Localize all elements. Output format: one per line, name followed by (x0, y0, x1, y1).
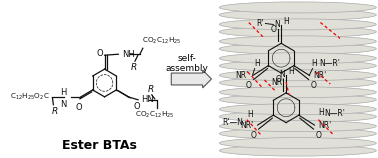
Text: N—R': N—R' (319, 59, 340, 68)
Text: NR': NR' (318, 121, 332, 130)
Text: NR': NR' (271, 78, 285, 87)
Text: CO$_2$C$_{12}$H$_{25}$: CO$_2$C$_{12}$H$_{25}$ (135, 110, 175, 120)
Text: O: O (270, 25, 276, 34)
Ellipse shape (219, 9, 376, 20)
Text: NR': NR' (240, 121, 254, 130)
Ellipse shape (219, 70, 376, 81)
Ellipse shape (219, 94, 376, 105)
Text: N—R': N—R' (324, 109, 345, 118)
Text: H: H (311, 59, 317, 68)
Ellipse shape (219, 87, 376, 98)
Text: Ester BTAs: Ester BTAs (62, 139, 137, 152)
Text: N: N (274, 20, 280, 29)
Ellipse shape (219, 111, 376, 122)
Text: N: N (279, 70, 285, 79)
Text: O: O (251, 131, 257, 140)
Text: O: O (133, 102, 140, 111)
Ellipse shape (219, 53, 376, 64)
Text: self-: self- (178, 54, 197, 63)
Text: R: R (51, 107, 57, 116)
Text: H: H (254, 59, 260, 68)
Text: H: H (288, 67, 294, 76)
Text: R'—N: R'—N (222, 118, 243, 127)
FancyArrow shape (171, 70, 212, 88)
Text: assembly: assembly (166, 64, 208, 73)
Ellipse shape (219, 2, 376, 13)
Ellipse shape (219, 26, 376, 37)
Text: O: O (275, 75, 281, 83)
Text: O: O (311, 82, 316, 91)
Ellipse shape (219, 128, 376, 139)
Text: O: O (96, 49, 103, 58)
Text: H: H (318, 108, 324, 117)
Text: NR': NR' (235, 71, 249, 80)
Text: NR': NR' (313, 71, 327, 80)
Text: R: R (148, 85, 154, 94)
Ellipse shape (219, 43, 376, 54)
Text: HN: HN (141, 95, 154, 104)
Text: H: H (60, 88, 66, 97)
Text: H: H (283, 17, 289, 26)
Text: H: H (247, 110, 253, 119)
Ellipse shape (219, 60, 376, 71)
Text: O: O (76, 103, 82, 112)
Ellipse shape (219, 104, 376, 115)
Ellipse shape (219, 138, 376, 149)
Text: O: O (316, 131, 321, 140)
Ellipse shape (219, 36, 376, 47)
Text: NH: NH (122, 50, 135, 59)
Ellipse shape (219, 19, 376, 30)
Text: C$_{12}$H$_{25}$O$_2$C: C$_{12}$H$_{25}$O$_2$C (10, 92, 50, 102)
Text: R: R (131, 63, 137, 72)
Ellipse shape (219, 77, 376, 88)
Text: N: N (60, 100, 66, 109)
Ellipse shape (219, 121, 376, 132)
Text: CO$_2$C$_{12}$H$_{25}$: CO$_2$C$_{12}$H$_{25}$ (142, 36, 181, 46)
Text: O: O (246, 82, 252, 91)
Text: R': R' (256, 19, 263, 28)
Ellipse shape (219, 145, 376, 156)
